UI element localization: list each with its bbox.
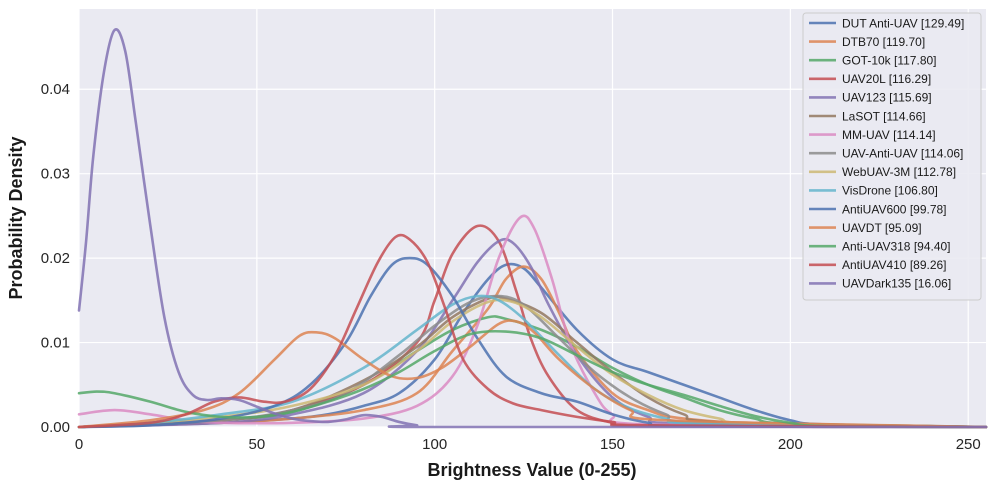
legend-label: VisDrone [106.80] — [842, 184, 938, 198]
series-line-13 — [77, 233, 988, 429]
legend-label: MM-UAV [114.14] — [842, 128, 936, 142]
series-line-10 — [77, 256, 988, 429]
x-axis-title: Brightness Value (0-255) — [427, 460, 636, 480]
x-tick-label: 250 — [956, 436, 981, 453]
series-line-14 — [77, 28, 988, 429]
x-tick-label: 200 — [778, 436, 803, 453]
legend-label: Anti-UAV318 [94.40] — [842, 240, 951, 254]
series-line-12 — [77, 329, 988, 429]
legend-label: DUT Anti-UAV [129.49] — [842, 16, 964, 30]
legend-label: WebUAV-3M [112.78] — [842, 165, 956, 179]
x-tick-label: 50 — [248, 436, 265, 453]
tick-labels: 0 50 100 150 200 250 0.00 0.01 0.02 0.03 0.04 — [41, 81, 981, 453]
series-line-11 — [77, 319, 988, 429]
y-tick-label: 0.04 — [41, 81, 70, 98]
x-tick-label: 100 — [422, 436, 447, 453]
legend-label: DTB70 [119.70] — [842, 35, 925, 49]
legend-label: UAV-Anti-UAV [114.06] — [842, 147, 963, 161]
x-tick-label: 0 — [75, 436, 83, 453]
series-layer — [77, 28, 988, 429]
y-axis-title: Probability Density — [6, 136, 26, 299]
y-tick-label: 0.02 — [41, 250, 70, 267]
y-tick-label: 0.00 — [41, 419, 70, 436]
y-tick-label: 0.03 — [41, 166, 70, 183]
series-line-1 — [77, 265, 988, 429]
legend-label: GOT-10k [117.80] — [842, 54, 937, 68]
legend-box — [802, 12, 982, 301]
legend-label: AntiUAV600 [99.78] — [842, 202, 947, 216]
legend-label: UAVDT [95.09] — [842, 221, 922, 235]
legend-label: UAV20L [116.29] — [842, 72, 931, 86]
x-tick-label: 150 — [600, 436, 625, 453]
legend-label: UAVDark135 [16.06] — [842, 277, 951, 291]
legend-label: UAV123 [115.69] — [842, 91, 932, 105]
legend-label: AntiUAV410 [89.26] — [842, 258, 947, 272]
y-tick-label: 0.01 — [41, 335, 70, 352]
legend-label: LaSOT [114.66] — [842, 109, 926, 123]
legend: DUT Anti-UAV [129.49] DTB70 [119.70] GOT-1… — [802, 12, 982, 301]
